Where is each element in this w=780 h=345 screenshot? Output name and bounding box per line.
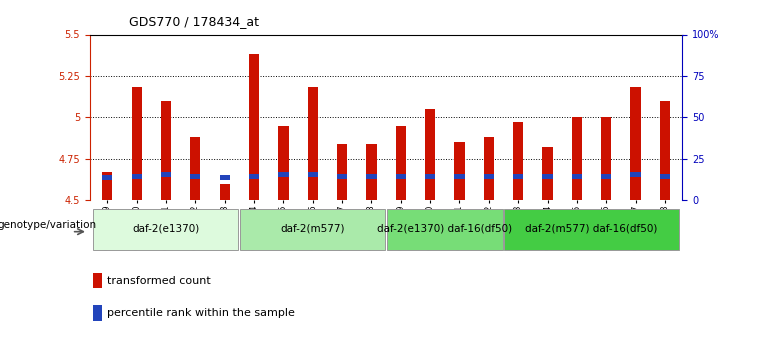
FancyBboxPatch shape (94, 209, 239, 250)
Bar (484, 137, 494, 200)
Bar (219, 184, 230, 200)
Bar (102, 172, 112, 200)
Bar (601, 117, 612, 200)
FancyBboxPatch shape (387, 209, 502, 250)
Text: percentile rank within the sample: percentile rank within the sample (108, 308, 296, 318)
Bar (660, 101, 670, 200)
Text: daf-2(e1370): daf-2(e1370) (133, 224, 200, 234)
Bar (249, 55, 259, 200)
FancyBboxPatch shape (240, 209, 385, 250)
Bar (307, 172, 318, 177)
Bar (542, 174, 553, 179)
Text: transformed count: transformed count (108, 276, 211, 286)
Bar (219, 175, 230, 180)
Bar (337, 174, 347, 179)
Bar (337, 144, 347, 200)
Bar (513, 122, 523, 200)
Bar (249, 174, 259, 179)
Bar (630, 172, 640, 177)
Bar (395, 126, 406, 200)
Bar (132, 88, 142, 200)
Bar (484, 174, 494, 179)
Bar (307, 88, 318, 200)
Bar (278, 172, 289, 177)
Bar (132, 174, 142, 179)
Bar (572, 174, 582, 179)
Bar (630, 88, 640, 200)
Bar (161, 172, 171, 177)
Bar (425, 174, 435, 179)
Bar (542, 147, 553, 200)
Text: genotype/variation: genotype/variation (0, 220, 96, 230)
Bar (395, 174, 406, 179)
Bar (367, 144, 377, 200)
Bar (278, 126, 289, 200)
Bar (572, 117, 582, 200)
Bar (601, 174, 612, 179)
Text: daf-2(m577): daf-2(m577) (281, 224, 345, 234)
Bar (454, 142, 465, 200)
Bar (93, 273, 102, 288)
Bar (513, 174, 523, 179)
Bar (93, 305, 102, 321)
Bar (102, 175, 112, 180)
Bar (190, 137, 200, 200)
Bar (161, 101, 171, 200)
Text: daf-2(m577) daf-16(df50): daf-2(m577) daf-16(df50) (526, 224, 658, 234)
Bar (454, 174, 465, 179)
Bar (425, 109, 435, 200)
FancyBboxPatch shape (504, 209, 679, 250)
Bar (190, 174, 200, 179)
Bar (660, 174, 670, 179)
Text: daf-2(e1370) daf-16(df50): daf-2(e1370) daf-16(df50) (378, 224, 512, 234)
Bar (367, 174, 377, 179)
Text: GDS770 / 178434_at: GDS770 / 178434_at (129, 14, 259, 28)
